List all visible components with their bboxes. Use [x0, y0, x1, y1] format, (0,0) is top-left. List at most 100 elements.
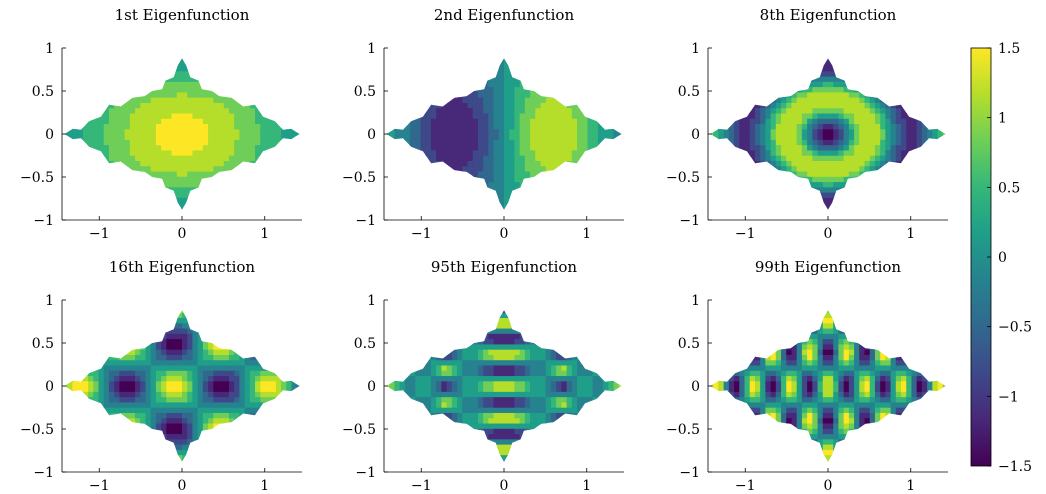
- heatmap-cell: [155, 401, 162, 408]
- heatmap-cell: [150, 417, 157, 424]
- heatmap-cell: [587, 60, 594, 67]
- heatmap-cell: [556, 118, 562, 125]
- heatmap-cell: [67, 97, 74, 103]
- heatmap-cell: [441, 144, 448, 151]
- heatmap-cell: [796, 112, 803, 119]
- heatmap-cell: [150, 407, 157, 413]
- heatmap-cell: [895, 58, 902, 61]
- heatmap-cell: [728, 107, 735, 114]
- heatmap-cell: [817, 60, 824, 67]
- heatmap-cell: [114, 438, 120, 445]
- heatmap-cell: [93, 433, 100, 440]
- heatmap-cell: [129, 112, 136, 119]
- heatmap-cell: [171, 197, 178, 204]
- heatmap-cell: [550, 176, 557, 183]
- heatmap-cell: [410, 81, 416, 88]
- heatmap-cell: [430, 128, 437, 135]
- heatmap-cell: [140, 417, 147, 424]
- heatmap-cell: [880, 176, 886, 183]
- heatmap-cell: [234, 165, 240, 172]
- heatmap-cell: [781, 197, 787, 204]
- heatmap-cell: [864, 176, 871, 183]
- heatmap-cell: [524, 181, 531, 188]
- heatmap-cell: [291, 81, 298, 88]
- heatmap-cell: [587, 181, 594, 188]
- heatmap-cell: [275, 70, 282, 77]
- heatmap-cell: [710, 155, 714, 161]
- heatmap-cell: [519, 134, 526, 140]
- heatmap-cell: [519, 202, 526, 209]
- heatmap-cell: [77, 407, 84, 413]
- heatmap-cell: [244, 165, 251, 172]
- heatmap-cell: [535, 60, 542, 67]
- heatmap-cell: [749, 192, 756, 198]
- heatmap-cell: [498, 181, 505, 188]
- heatmap-cell: [874, 123, 881, 130]
- heatmap-cell: [72, 322, 79, 329]
- heatmap-cell: [577, 123, 583, 130]
- heatmap-cell: [197, 396, 204, 403]
- heatmap-cell: [166, 97, 173, 103]
- heatmap-cell: [556, 123, 562, 130]
- heatmap-cell: [446, 176, 453, 183]
- heatmap-cell: [509, 139, 516, 146]
- heatmap-cell: [942, 107, 946, 114]
- heatmap-cell: [275, 134, 282, 140]
- heatmap-cell: [760, 118, 766, 125]
- heatmap-cell: [187, 197, 194, 204]
- heatmap-cell: [208, 65, 214, 72]
- heatmap-cell: [140, 181, 147, 188]
- heatmap-cell: [249, 149, 256, 156]
- heatmap-cell: [114, 322, 120, 329]
- heatmap-cell: [265, 60, 272, 67]
- heatmap-cell: [895, 118, 902, 125]
- heatmap-cell: [812, 91, 819, 98]
- heatmap-cell: [260, 139, 267, 146]
- heatmap-cell: [67, 60, 74, 67]
- heatmap-cell: [394, 139, 401, 146]
- heatmap-cell: [618, 181, 622, 188]
- heatmap-cell: [239, 197, 246, 204]
- heatmap-cell: [129, 207, 136, 210]
- heatmap-cell: [93, 444, 100, 450]
- heatmap-cell: [885, 155, 892, 161]
- heatmap-cell: [514, 176, 521, 183]
- heatmap-cell: [770, 102, 777, 109]
- heatmap-cell: [394, 149, 401, 156]
- heatmap-cell: [119, 322, 126, 329]
- heatmap-cell: [228, 75, 235, 82]
- heatmap-cell: [192, 417, 199, 424]
- heatmap-cell: [208, 75, 214, 82]
- heatmap-cell: [135, 310, 141, 313]
- heatmap-cell: [171, 107, 178, 114]
- heatmap-cell: [754, 128, 761, 135]
- heatmap-cell: [218, 112, 225, 119]
- heatmap-cell: [791, 60, 798, 67]
- heatmap-cell: [155, 359, 162, 366]
- heatmap-cell: [577, 91, 583, 98]
- heatmap-cell: [770, 60, 777, 67]
- heatmap-cell: [524, 139, 531, 146]
- heatmap-cell: [441, 197, 448, 204]
- heatmap-cell: [270, 70, 277, 77]
- heatmap-cell: [124, 75, 131, 82]
- heatmap-cell: [457, 155, 463, 161]
- heatmap-cell: [838, 181, 845, 188]
- heatmap-cell: [710, 75, 714, 82]
- heatmap-cell: [592, 155, 599, 161]
- heatmap-cell: [613, 75, 620, 82]
- heatmap-cell: [451, 181, 458, 188]
- heatmap-cell: [291, 75, 298, 82]
- heatmap-cell: [493, 155, 500, 161]
- heatmap-cell: [807, 134, 813, 140]
- heatmap-cell: [64, 197, 68, 204]
- heatmap-cell: [582, 118, 589, 125]
- heatmap-cell: [192, 91, 199, 98]
- heatmap-cell: [441, 155, 448, 161]
- heatmap-cell: [82, 123, 89, 130]
- heatmap-cell: [477, 91, 484, 98]
- heatmap-cell: [571, 75, 578, 82]
- heatmap-cell: [67, 310, 74, 313]
- heatmap-cell: [430, 97, 437, 103]
- heatmap-cell: [530, 165, 536, 172]
